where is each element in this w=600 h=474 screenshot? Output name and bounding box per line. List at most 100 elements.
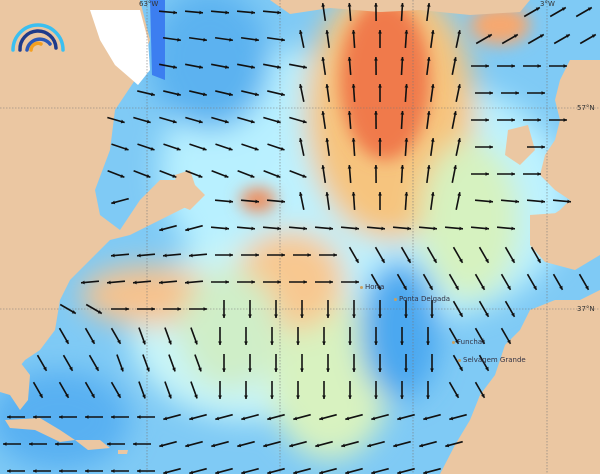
arrow-head: [159, 227, 164, 232]
arrow-head: [374, 165, 378, 169]
arrow-head: [211, 443, 216, 448]
arrow-head: [111, 415, 115, 419]
arrow-head: [172, 119, 177, 124]
arrow-head: [137, 253, 141, 258]
cuba: [5, 418, 75, 442]
arrow-head: [299, 138, 303, 143]
arrow-head: [65, 339, 69, 344]
latitude-label-57n: 57°N: [577, 104, 595, 112]
iberia: [530, 210, 600, 270]
arrow-head: [326, 368, 330, 372]
arrow-head: [319, 416, 324, 421]
arrow-head: [485, 226, 489, 231]
ireland: [505, 125, 535, 165]
arrow-head: [199, 10, 203, 15]
arrow-head: [95, 366, 99, 371]
arrow-head: [352, 368, 356, 372]
arrow-head: [348, 395, 352, 399]
arrow-head: [176, 92, 181, 97]
arrow-head: [267, 470, 272, 474]
arrow-head: [120, 367, 124, 372]
arrow-head: [254, 92, 259, 97]
arrow-head: [426, 57, 431, 61]
arrow-head: [541, 199, 545, 204]
place-funchal: Funchal: [452, 338, 484, 346]
arrow-head: [150, 92, 155, 97]
arrow-head: [537, 64, 541, 68]
longitude-label-63w: 63°W: [139, 0, 159, 8]
place-selvagem-grande: Selvagem Grande: [458, 356, 526, 364]
arrow-head: [241, 470, 246, 474]
arrow-head: [397, 416, 402, 421]
arrow-head: [515, 199, 519, 204]
arrow-head: [513, 34, 518, 38]
arrow-head: [255, 253, 259, 257]
arrow-head: [485, 64, 489, 68]
arrow-head: [329, 280, 333, 284]
arrow-head: [563, 64, 567, 68]
arrow-head: [241, 416, 246, 421]
arrow-head: [189, 416, 194, 421]
arrow-head: [117, 393, 121, 398]
arrow-head: [302, 174, 307, 178]
arrow-head: [455, 285, 459, 290]
arrow-head: [511, 312, 515, 317]
arrow-head: [270, 341, 274, 345]
greenland: [270, 0, 530, 15]
place-name: Selvagem Grande: [463, 356, 526, 364]
arrow-head: [400, 111, 405, 115]
arrow-head: [430, 192, 435, 196]
arrow-head: [403, 285, 407, 290]
arrow-head: [228, 92, 233, 97]
arrow-head: [489, 91, 493, 95]
arrow-head: [177, 307, 181, 311]
arrow-head: [142, 340, 146, 345]
place-marker: [458, 358, 461, 362]
arrow-head: [481, 339, 485, 344]
arrow-head: [177, 37, 181, 42]
arrow-head: [133, 280, 137, 285]
arrow-head: [251, 280, 255, 284]
arrow-head: [567, 199, 571, 204]
place-name: Funchal: [457, 338, 485, 346]
arrow-head: [293, 416, 298, 421]
arrow-head: [176, 146, 181, 151]
north-america: [0, 0, 200, 372]
arrow-head: [163, 470, 168, 474]
arrow-head: [43, 366, 47, 371]
arrow-head: [541, 145, 545, 149]
arrow-head: [347, 3, 352, 7]
arrow-head: [453, 111, 457, 115]
arrow-head: [189, 470, 194, 474]
arrow-head: [7, 415, 11, 419]
arrow-head: [255, 199, 259, 204]
arrow-head: [404, 368, 408, 372]
arrow-head: [222, 314, 226, 318]
arrow-head: [485, 258, 489, 263]
arrow-head: [457, 138, 461, 143]
arrow-head: [198, 174, 203, 178]
arrow-head: [296, 395, 300, 399]
arrow-head: [248, 314, 252, 318]
arrow-head: [224, 174, 229, 178]
arrow-head: [378, 138, 382, 142]
arrow-head: [321, 165, 326, 169]
arrow-head: [81, 280, 85, 285]
arrow-head: [535, 7, 540, 11]
arrow-head: [299, 84, 303, 89]
arrow-head: [163, 253, 167, 258]
arrow-head: [300, 368, 304, 372]
arrow-head: [255, 37, 259, 42]
arrow-head: [270, 395, 274, 399]
arrow-head: [426, 341, 430, 345]
arrow-head: [59, 469, 63, 473]
arrow-head: [97, 310, 102, 314]
arrow-head: [459, 258, 463, 263]
hispaniola: [75, 440, 110, 450]
arrow-head: [378, 314, 382, 318]
arrow-head: [194, 394, 198, 399]
arrow-head: [319, 470, 324, 474]
arrow-head: [71, 310, 76, 314]
